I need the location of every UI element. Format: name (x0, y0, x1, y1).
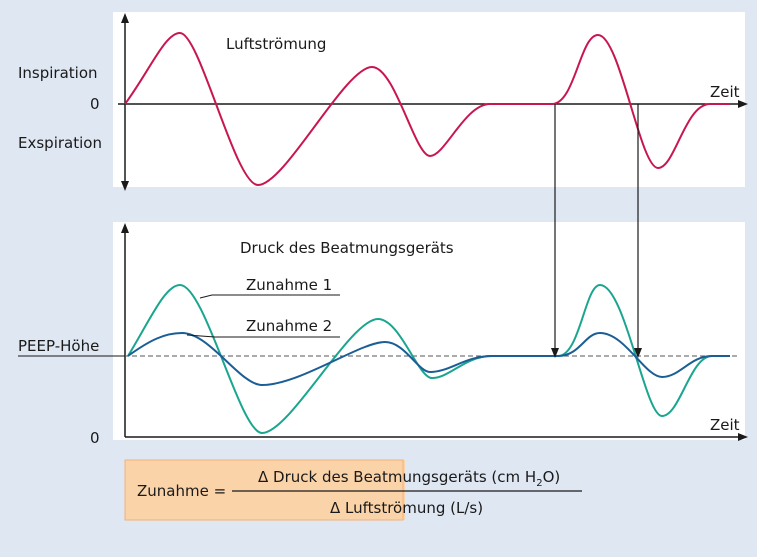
bottom-title: Druck des Beatmungsgeräts (240, 239, 454, 257)
curve-1-label: Zunahme 1 (246, 276, 332, 294)
airflow-curve (124, 31, 730, 187)
zero-label: 0 (90, 95, 100, 113)
numerator-main: Δ Druck des Beatmungsgeräts (cm H (258, 468, 536, 486)
numerator-subscript: 2 (536, 478, 542, 489)
curve-1-leader (199, 294, 340, 299)
formula-lhs: Zunahme = (137, 482, 226, 500)
top-title: Luftströmung (226, 35, 326, 53)
formula-border (124, 459, 404, 521)
top-panel (113, 12, 745, 187)
pressure-curve-1 (127, 283, 730, 435)
pressure-curve-2 (127, 331, 730, 387)
curve-2-leader (186, 334, 340, 338)
curve-2-label: Zunahme 2 (246, 317, 332, 335)
numerator-end: O) (543, 468, 561, 486)
zero-label: 0 (90, 429, 100, 447)
exspiration-label: Exspiration (18, 134, 102, 152)
inspiration-label: Inspiration (18, 64, 98, 82)
formula-box (125, 460, 405, 520)
bottom-panel (113, 222, 745, 440)
peep-label: PEEP-Höhe (18, 337, 99, 355)
x-label: Zeit (710, 416, 740, 434)
denominator: Δ Luftströmung (L/s) (330, 499, 483, 517)
numerator: Δ Druck des Beatmungsgeräts (cm H2O) (258, 468, 560, 489)
x-label: Zeit (710, 83, 740, 101)
